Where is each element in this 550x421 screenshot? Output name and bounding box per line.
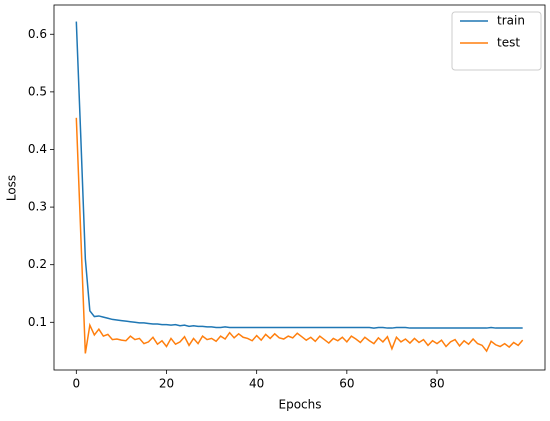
legend-label: train: [497, 14, 525, 28]
plot-frame: [53, 4, 546, 371]
x-axis-label: Epochs: [279, 398, 322, 412]
x-tick-label: 40: [249, 377, 264, 391]
y-tick-label: 0.5: [28, 84, 47, 98]
x-tick-label: 20: [159, 377, 174, 391]
y-tick-label: 0.2: [28, 257, 47, 271]
y-tick-label: 0.3: [28, 200, 47, 214]
y-tick-label: 0.6: [28, 27, 47, 41]
line-series: [75, 21, 523, 329]
line-series: [75, 117, 524, 354]
legend-box: [451, 11, 542, 71]
y-axis-label: Loss: [5, 175, 19, 201]
y-tick-label: 0.4: [28, 142, 47, 156]
y-tick-label: 0.1: [28, 315, 47, 329]
legend-label: test: [497, 36, 520, 50]
x-tick-label: 60: [339, 377, 354, 391]
x-tick-label: 0: [72, 377, 80, 391]
x-tick-label: 80: [429, 377, 444, 391]
